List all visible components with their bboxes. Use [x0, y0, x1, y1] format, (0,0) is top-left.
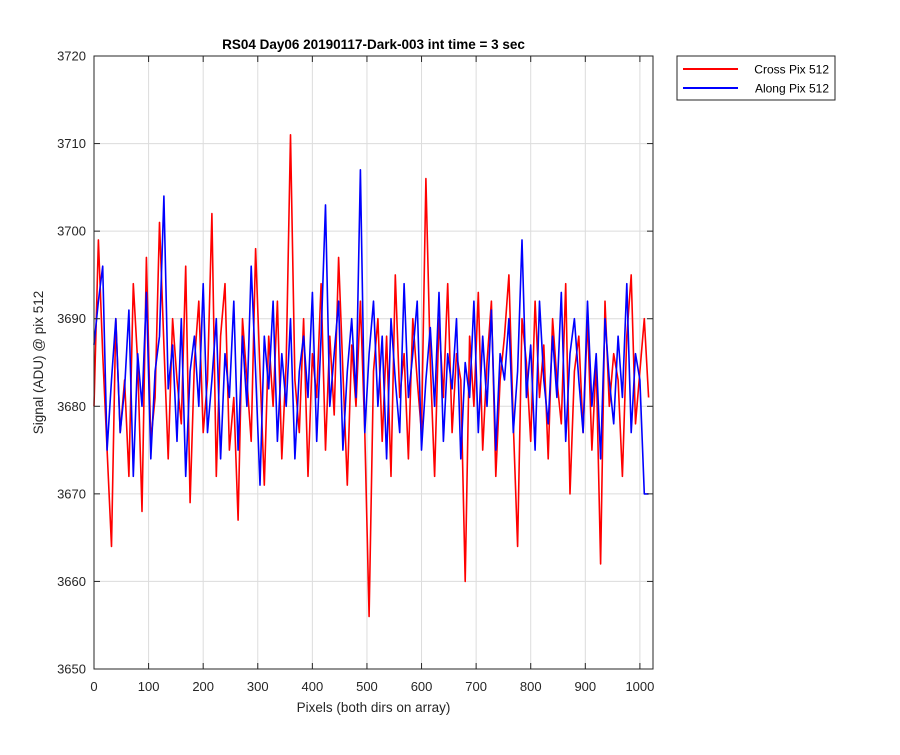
x-tick-label: 200	[192, 679, 214, 694]
y-tick-label: 3690	[57, 311, 86, 326]
x-tick-label: 0	[90, 679, 97, 694]
x-tick-label: 600	[411, 679, 433, 694]
tick-layer: 0 100 200 300 400 500 600 700 800 900 1000 3650 3660…	[57, 49, 654, 695]
y-tick-label: 3670	[57, 486, 86, 501]
y-tick-label: 3660	[57, 574, 86, 589]
y-tick-label: 3710	[57, 136, 86, 151]
y-axis-title: Signal (ADU) @ pix 512	[31, 291, 46, 435]
legend-label-along: Along Pix 512	[755, 82, 829, 96]
legend-box	[676, 55, 836, 101]
chart-title: RS04 Day06 20190117-Dark-003 int time = …	[222, 37, 525, 52]
x-tick-label: 100	[138, 679, 160, 694]
x-axis-title: Pixels (both dirs on array)	[297, 700, 451, 715]
x-tick-label: 1000	[625, 679, 654, 694]
x-tick-label: 900	[574, 679, 596, 694]
legend-label-cross: Cross Pix 512	[754, 63, 829, 77]
series-layer	[93, 134, 650, 618]
y-tick-label: 3700	[57, 224, 86, 239]
y-tick-label: 3720	[57, 49, 86, 64]
y-tick-label: 3650	[57, 662, 86, 677]
plot-frame	[93, 55, 654, 670]
series-line-along	[93, 169, 649, 495]
x-tick-label: 500	[356, 679, 378, 694]
x-tick-label: 800	[520, 679, 542, 694]
x-tick-label: 400	[302, 679, 324, 694]
x-tick-label: 300	[247, 679, 269, 694]
x-tick-label: 700	[465, 679, 487, 694]
series-line-cross	[93, 134, 650, 618]
y-tick-label: 3680	[57, 399, 86, 414]
legend: Cross Pix 512 Along Pix 512	[676, 55, 836, 101]
